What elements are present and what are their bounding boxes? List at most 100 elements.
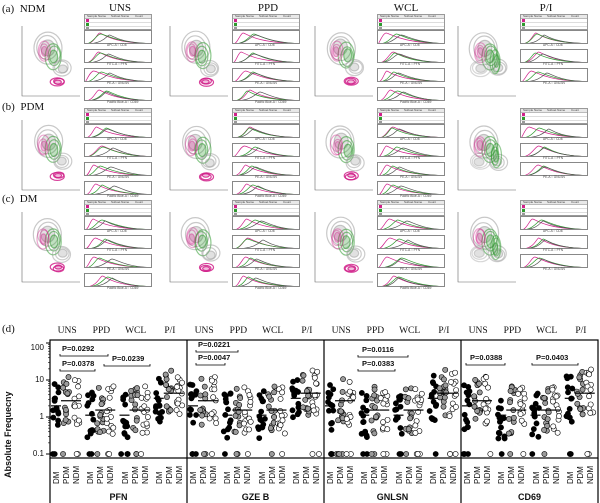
histogram-axis-label: Pacific Blue-A :: CD69 xyxy=(107,286,139,290)
data-point xyxy=(157,379,164,386)
data-point xyxy=(63,380,70,387)
table-header-cell: Count xyxy=(135,14,144,18)
sample-table: Sample Name Subset Name Count xyxy=(377,108,445,125)
density-contour xyxy=(471,61,489,75)
data-point xyxy=(296,409,302,416)
density-axes xyxy=(314,120,373,191)
histogram-curve xyxy=(91,128,148,137)
histogram-curve xyxy=(94,185,149,194)
table-row xyxy=(85,23,151,27)
data-point xyxy=(328,426,335,433)
histogram-axis-label: Pacific Blue-A :: CD69 xyxy=(107,100,139,104)
subgroup-label: PDM xyxy=(336,466,345,484)
color-swatch xyxy=(86,23,89,26)
histogram-curve xyxy=(235,275,296,286)
density-plot xyxy=(314,120,373,191)
table-row xyxy=(521,209,587,213)
histogram-curves xyxy=(236,89,297,100)
data-point xyxy=(550,398,556,405)
data-point xyxy=(134,385,140,391)
data-point xyxy=(586,393,592,400)
subgroup-label: DM xyxy=(120,471,130,484)
p-value-label: P=0.0116 xyxy=(362,345,394,354)
data-point xyxy=(237,395,244,401)
data-point xyxy=(289,407,296,414)
histogram xyxy=(520,68,588,82)
histogram-curve xyxy=(379,70,440,81)
data-point xyxy=(574,390,581,397)
table-header-cell: Subset Name xyxy=(259,14,278,18)
data-point xyxy=(343,416,350,422)
table-header-cell: Sample Name xyxy=(523,108,543,112)
data-point xyxy=(300,372,307,379)
data-point xyxy=(246,392,253,398)
histogram-curve xyxy=(94,277,148,286)
histogram-curve xyxy=(241,220,297,229)
data-point xyxy=(75,383,81,390)
histogram-curve xyxy=(92,34,148,43)
density-contour xyxy=(194,231,209,252)
data-point xyxy=(564,375,571,382)
density-contour xyxy=(188,45,197,57)
density-plot xyxy=(457,26,516,97)
data-point xyxy=(371,392,378,399)
data-point xyxy=(84,434,91,441)
data-point xyxy=(363,393,370,399)
data-point xyxy=(405,426,412,433)
color-swatch xyxy=(234,121,237,124)
data-point xyxy=(179,379,185,386)
data-point xyxy=(518,417,525,424)
data-point xyxy=(138,451,144,457)
color-swatch xyxy=(86,209,89,212)
density-contour xyxy=(490,234,502,261)
data-point xyxy=(186,412,193,418)
data-point xyxy=(176,411,183,417)
density-contour xyxy=(205,250,216,260)
data-point xyxy=(579,411,586,418)
data-point xyxy=(260,421,267,428)
data-point xyxy=(384,426,391,433)
sample-table: Sample Name Subset Name Count xyxy=(84,200,152,217)
color-swatch xyxy=(522,23,525,26)
data-point xyxy=(164,394,170,400)
data-point xyxy=(75,417,82,424)
subgroup-label: NDM xyxy=(380,465,390,484)
histogram xyxy=(520,124,588,138)
marker-label: GNLSN xyxy=(376,492,409,502)
data-point xyxy=(336,451,343,457)
histogram-curve xyxy=(524,71,584,81)
histogram-curves xyxy=(234,145,297,156)
density-contour xyxy=(337,228,355,256)
data-point xyxy=(50,451,56,457)
color-swatch xyxy=(522,117,525,120)
data-point xyxy=(310,407,317,414)
histogram-curve xyxy=(238,219,297,229)
color-swatch xyxy=(234,209,237,212)
density-contour xyxy=(186,229,197,246)
data-point xyxy=(281,430,288,437)
subgroup-label: PDM xyxy=(96,466,106,484)
col-label-ppd: PPD xyxy=(257,2,279,14)
density-contour xyxy=(469,152,492,170)
density-contour xyxy=(476,47,484,59)
data-point xyxy=(550,423,557,430)
data-point xyxy=(587,386,594,393)
table-row xyxy=(233,205,299,209)
color-swatch xyxy=(522,209,525,212)
data-point xyxy=(71,403,78,410)
histogram-curve xyxy=(88,89,148,100)
data-point xyxy=(392,400,399,407)
histogram-curve xyxy=(85,70,148,81)
histogram xyxy=(520,235,588,249)
density-plot xyxy=(169,120,228,191)
data-point xyxy=(564,384,571,391)
sample-table: Sample Name Subset Name Count xyxy=(520,108,588,125)
histogram-axis-label: APC-A :: CD8 xyxy=(400,229,420,233)
data-point xyxy=(271,383,278,390)
data-point xyxy=(198,375,205,382)
data-point xyxy=(586,371,592,378)
histogram-curve xyxy=(91,239,148,248)
density-axes xyxy=(21,212,80,283)
data-point xyxy=(173,407,180,414)
density-axes xyxy=(314,212,373,283)
